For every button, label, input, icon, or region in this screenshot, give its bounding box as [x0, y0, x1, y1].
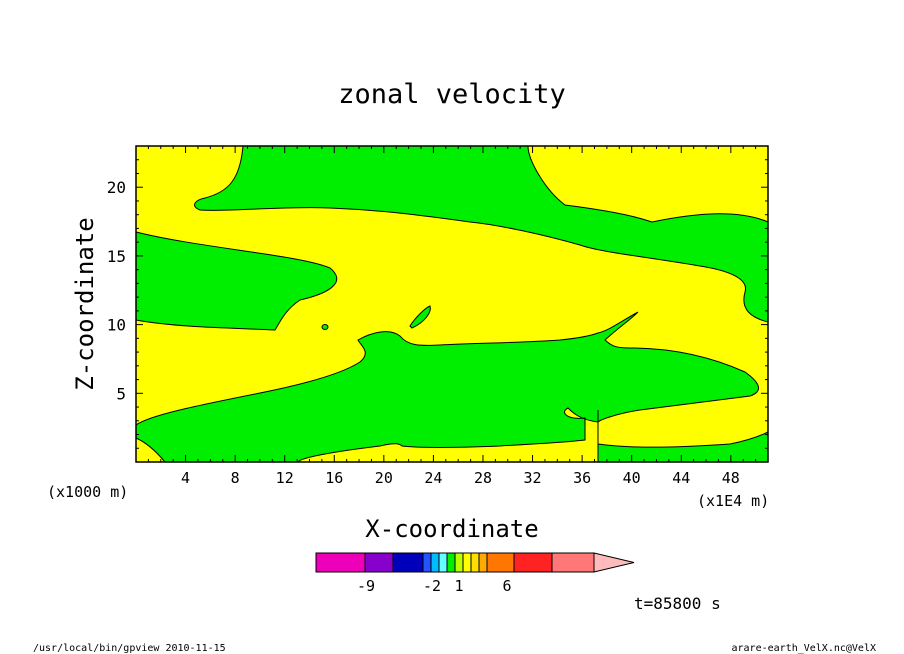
- colorbar-segment-2: [392, 552, 424, 573]
- x-tick-label-2: 12: [276, 469, 294, 487]
- negative-region-top: [194, 145, 769, 323]
- y-tick-label-0: 5: [116, 384, 126, 403]
- x-tick-label-11: 48: [722, 469, 740, 487]
- colorbar-segment-13: [551, 552, 595, 573]
- x-tick-label-7: 32: [524, 469, 542, 487]
- x-tick-marks: 4 8 12 16 20 24 28 32 36 40 44 48: [147, 146, 757, 487]
- x-units-left: (x1000 m): [47, 483, 128, 501]
- colorbar-segment-4: [430, 552, 440, 573]
- negative-region-bottom-right: [597, 431, 769, 463]
- x-tick-label-1: 8: [231, 469, 240, 487]
- footer-right: arare-earth_VelX.nc@VelX: [732, 643, 877, 654]
- negative-blob-dot: [321, 324, 329, 330]
- y-tick-label-2: 15: [107, 247, 126, 266]
- colorbar-segment-6: [446, 552, 456, 573]
- x-tick-label-4: 20: [375, 469, 393, 487]
- x-tick-label-8: 36: [573, 469, 591, 487]
- y-tick-label-3: 20: [107, 178, 126, 197]
- x-axis-label: X-coordinate: [365, 515, 538, 543]
- colorbar-segment-3: [422, 552, 432, 573]
- colorbar-label-0: -9: [357, 577, 375, 595]
- y-tick-marks: 5 10 15 20: [107, 159, 768, 449]
- footer-left: /usr/local/bin/gpview 2010-11-15: [33, 643, 226, 654]
- x-tick-label-3: 16: [325, 469, 343, 487]
- colorbar-segment-5: [438, 552, 448, 573]
- colorbar-segment-0: [315, 552, 366, 573]
- colorbar-segment-10: [478, 552, 488, 573]
- time-label: t=85800 s: [634, 594, 721, 613]
- negative-blob-small: [409, 305, 431, 329]
- colorbar-segment-9: [470, 552, 480, 573]
- negative-region-upper-left: [135, 231, 338, 331]
- y-axis-label: Z-coordinate: [71, 217, 99, 390]
- colorbar-label-3: 6: [502, 577, 511, 595]
- x-tick-label-0: 4: [181, 469, 190, 487]
- colorbar: -9 -2 1 6: [315, 552, 635, 595]
- colorbar-segment-8: [462, 552, 472, 573]
- colorbar-segment-1: [364, 552, 394, 573]
- plot-frame: [135, 145, 769, 463]
- colorbar-label-1: -2: [423, 577, 441, 595]
- colorbar-label-2: 1: [454, 577, 463, 595]
- x-units-right: (x1E4 m): [697, 492, 769, 510]
- x-tick-label-10: 44: [672, 469, 690, 487]
- x-tick-label-9: 40: [623, 469, 641, 487]
- chart-title: zonal velocity: [338, 79, 566, 110]
- colorbar-segment-7: [454, 552, 464, 573]
- x-tick-label-5: 24: [424, 469, 442, 487]
- x-tick-label-6: 28: [474, 469, 492, 487]
- colorbar-tip: [593, 552, 635, 573]
- colorbar-segment-12: [513, 552, 553, 573]
- y-tick-label-1: 10: [107, 316, 126, 335]
- negative-region-middle: [135, 311, 759, 463]
- colorbar-segment-11: [486, 552, 515, 573]
